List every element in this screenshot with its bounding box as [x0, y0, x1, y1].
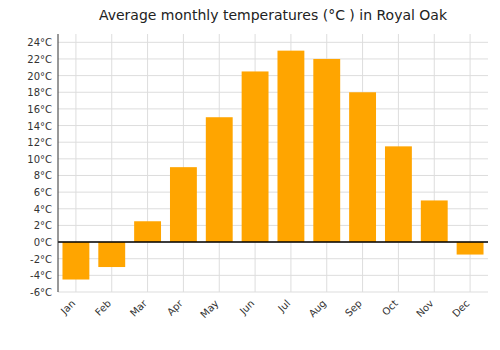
x-tick-label: Jun	[237, 298, 257, 318]
y-grid-line	[58, 75, 488, 76]
bar	[277, 51, 304, 242]
x-tick-label: Mar	[128, 297, 150, 319]
y-tick-label: 2°C	[34, 220, 52, 231]
bar	[62, 242, 89, 279]
x-tick-label: Jul	[275, 298, 292, 315]
y-tick-label: -6°C	[30, 287, 52, 298]
x-tick-label: Oct	[380, 298, 400, 318]
x-tick-label: Sep	[343, 298, 364, 319]
zero-line	[58, 241, 488, 243]
x-tick-label: May	[198, 298, 220, 320]
y-tick-labels: -6°C -4°C -2°C 0°C 2°C 4°C 6°C 8°C 10°C 12°C 14°C 1…	[27, 37, 52, 298]
y-tick-label: 18°C	[27, 87, 52, 98]
bar	[313, 59, 340, 242]
y-grid-line	[58, 292, 488, 293]
y-grid-line	[58, 192, 488, 193]
x-grid-line	[147, 34, 148, 292]
x-tick-label: Aug	[307, 298, 329, 320]
y-grid-line	[58, 142, 488, 143]
y-tick-label: 16°C	[27, 104, 52, 115]
y-tick-label: 12°C	[27, 137, 52, 148]
y-tick-label: -2°C	[30, 254, 52, 265]
grid	[58, 34, 488, 292]
y-grid-line	[58, 158, 488, 159]
x-tick-labels: Jan Feb Mar Apr May Jun Jul Aug Sep Oct Nov Dec	[58, 297, 472, 320]
y-tick-label: 0°C	[34, 237, 52, 248]
bar	[421, 200, 448, 242]
x-grid-line	[183, 34, 184, 292]
y-grid-line	[58, 275, 488, 276]
y-tick-label: 6°C	[34, 187, 52, 198]
bar	[134, 221, 161, 242]
y-grid-line	[58, 42, 488, 43]
y-tick-label: 22°C	[27, 54, 52, 65]
x-tick-label: Nov	[414, 298, 436, 320]
bar	[98, 242, 125, 267]
chart-title: Average monthly temperatures (°C ) in Ro…	[99, 7, 448, 23]
y-grid-line	[58, 175, 488, 176]
bar	[242, 71, 269, 242]
y-grid-line	[58, 125, 488, 126]
bar	[170, 167, 197, 242]
x-tick-label: Dec	[450, 298, 471, 319]
y-tick-label: 20°C	[27, 71, 52, 82]
chart-svg: Average monthly temperatures (°C ) in Ro…	[0, 0, 500, 350]
bar	[385, 146, 412, 242]
bar	[349, 92, 376, 242]
y-grid-line	[58, 108, 488, 109]
bars	[62, 51, 483, 280]
bar	[457, 242, 484, 254]
x-grid-line	[434, 34, 435, 292]
x-tick-label: Jan	[58, 298, 77, 317]
y-grid-line	[58, 92, 488, 93]
y-tick-label: 4°C	[34, 204, 52, 215]
x-tick-label: Apr	[165, 297, 186, 318]
y-tick-label: 24°C	[27, 37, 52, 48]
y-tick-label: 14°C	[27, 121, 52, 132]
bar	[206, 117, 233, 242]
y-tick-label: 10°C	[27, 154, 52, 165]
x-tick-label: Feb	[93, 298, 113, 318]
y-grid-line	[58, 242, 488, 243]
chart-container: Average monthly temperatures (°C ) in Ro…	[0, 0, 500, 350]
y-axis-line	[58, 34, 59, 292]
y-tick-label: 8°C	[34, 170, 52, 181]
y-grid-line	[58, 58, 488, 59]
y-tick-label: -4°C	[30, 270, 52, 281]
